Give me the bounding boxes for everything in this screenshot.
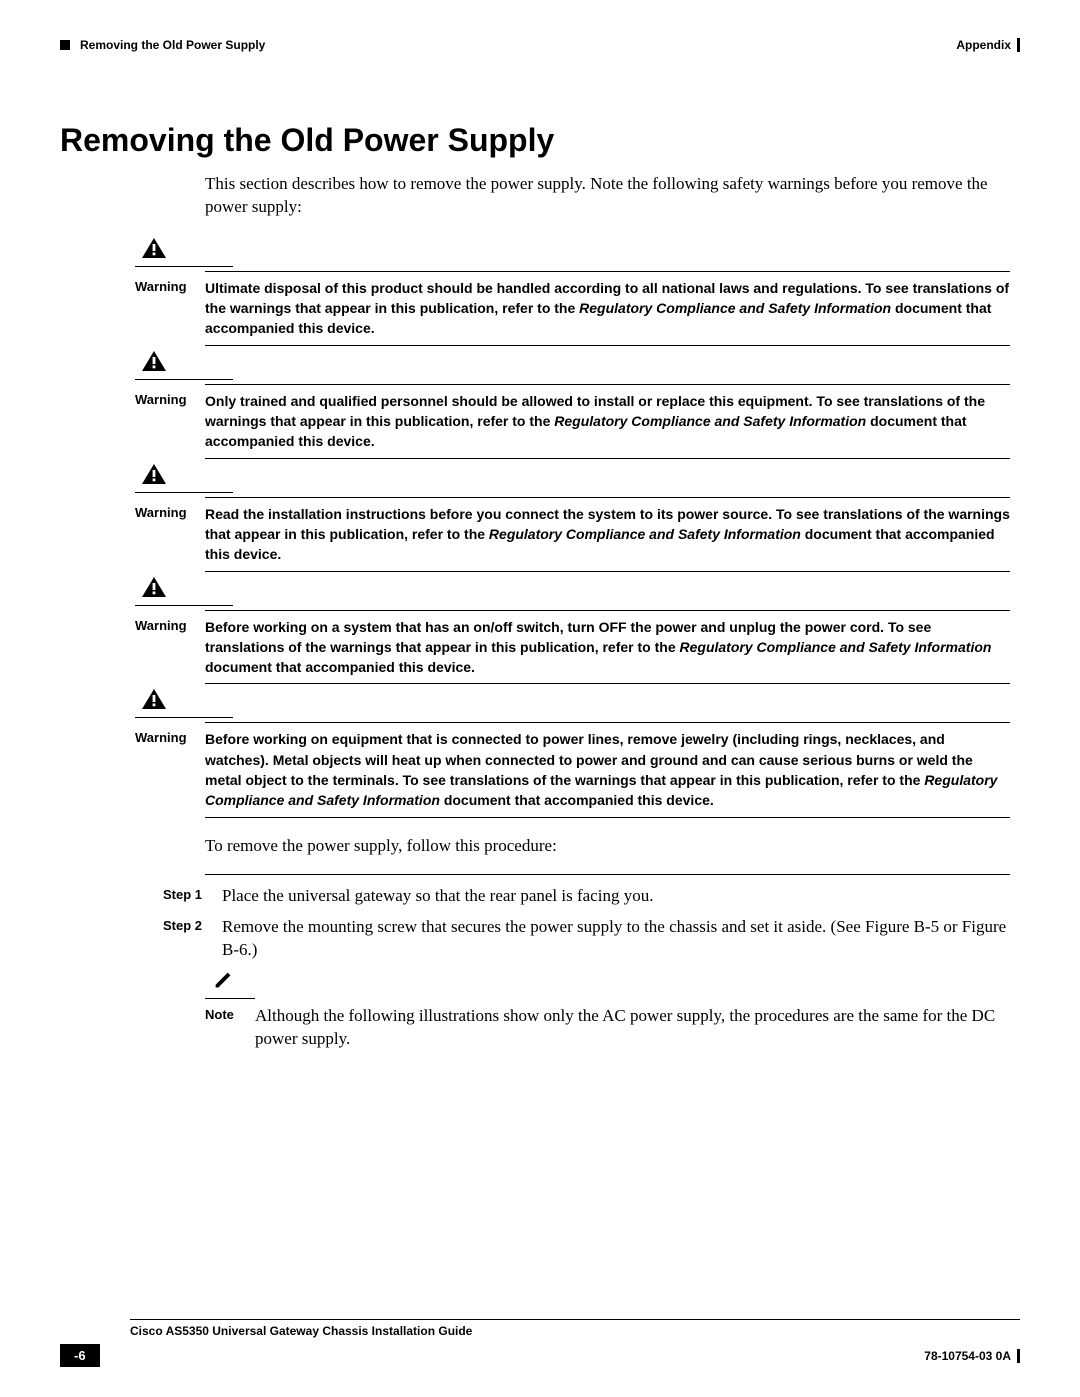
footer-guide-title: Cisco AS5350 Universal Gateway Chassis I… [130, 1324, 1020, 1338]
footer-rule [130, 1319, 1020, 1320]
page-footer: Cisco AS5350 Universal Gateway Chassis I… [60, 1319, 1020, 1367]
warning-block: Warning Only trained and qualified perso… [135, 350, 1010, 459]
warning-icon-rule [135, 717, 233, 718]
warning-top-rule [205, 722, 1010, 723]
warning-top-rule [205, 271, 1010, 272]
page-title: Removing the Old Power Supply [60, 122, 1020, 159]
warning-triangle-icon [141, 576, 167, 598]
warning-block: Warning Before working on equipment that… [135, 688, 1010, 817]
warning-icon-rule [135, 605, 233, 606]
warning-triangle-icon [141, 463, 167, 485]
header-right: Appendix [956, 38, 1020, 52]
warning-text: Before working on a system that has an o… [205, 617, 1010, 678]
step-text: Remove the mounting screw that secures t… [222, 916, 1010, 962]
warning-triangle-icon [141, 237, 167, 259]
procedure-intro: To remove the power supply, follow this … [205, 836, 1020, 856]
warning-line: Warning Read the installation instructio… [135, 504, 1010, 565]
warning-text: Ultimate disposal of this product should… [205, 278, 1010, 339]
warning-text: Only trained and qualified personnel sho… [205, 391, 1010, 452]
warning-icon-rule [135, 492, 233, 493]
warning-triangle-icon [141, 350, 167, 372]
page-number-box: -6 [60, 1344, 100, 1367]
warning-line: Warning Ultimate disposal of this produc… [135, 278, 1010, 339]
step-row: Step 2 Remove the mounting screw that se… [160, 916, 1010, 962]
footer-docnum-text: 78-10754-03 0A [924, 1349, 1011, 1363]
footer-bottom-row: -6 78-10754-03 0A [60, 1344, 1020, 1367]
page-header: Removing the Old Power Supply Appendix [60, 38, 1020, 52]
warning-line: Warning Before working on equipment that… [135, 729, 1010, 810]
footer-vbar-icon [1017, 1349, 1020, 1363]
warning-text: Before working on equipment that is conn… [205, 729, 1010, 810]
warning-label: Warning [135, 391, 187, 407]
note-text: Although the following illustrations sho… [255, 1005, 1010, 1051]
note-icon-rule [205, 998, 255, 999]
warning-bottom-rule [205, 817, 1010, 818]
warning-line: Warning Before working on a system that … [135, 617, 1010, 678]
note-block: Note Although the following illustration… [205, 969, 1010, 1051]
note-pencil-icon [213, 969, 235, 991]
warning-top-rule [205, 610, 1010, 611]
warning-text: Read the installation instructions befor… [205, 504, 1010, 565]
warning-block: Warning Before working on a system that … [135, 576, 1010, 685]
warning-label: Warning [135, 278, 187, 294]
step-label: Step 2 [160, 916, 202, 933]
warning-top-rule [205, 497, 1010, 498]
warning-bottom-rule [205, 345, 1010, 346]
intro-paragraph: This section describes how to remove the… [205, 173, 1010, 219]
warning-icon-rule [135, 379, 233, 380]
header-square-icon [60, 40, 70, 50]
warning-bottom-rule [205, 683, 1010, 684]
warning-top-rule [205, 384, 1010, 385]
step-rule [205, 874, 1010, 875]
step-text: Place the universal gateway so that the … [222, 885, 1010, 908]
warning-bottom-rule [205, 571, 1010, 572]
warning-bottom-rule [205, 458, 1010, 459]
header-section-title: Removing the Old Power Supply [80, 38, 265, 52]
warning-block: Warning Read the installation instructio… [135, 463, 1010, 572]
warning-block: Warning Ultimate disposal of this produc… [135, 237, 1010, 346]
header-vbar-icon [1017, 38, 1020, 52]
warning-triangle-icon [141, 688, 167, 710]
footer-docnum: 78-10754-03 0A [924, 1349, 1020, 1363]
warning-label: Warning [135, 729, 187, 745]
note-label: Note [205, 1005, 237, 1022]
header-left: Removing the Old Power Supply [60, 38, 265, 52]
step-row: Step 1 Place the universal gateway so th… [160, 885, 1010, 908]
warning-line: Warning Only trained and qualified perso… [135, 391, 1010, 452]
header-appendix-label: Appendix [956, 38, 1011, 52]
warning-icon-rule [135, 266, 233, 267]
warning-label: Warning [135, 617, 187, 633]
note-line: Note Although the following illustration… [205, 1005, 1010, 1051]
step-label: Step 1 [160, 885, 202, 902]
warning-label: Warning [135, 504, 187, 520]
